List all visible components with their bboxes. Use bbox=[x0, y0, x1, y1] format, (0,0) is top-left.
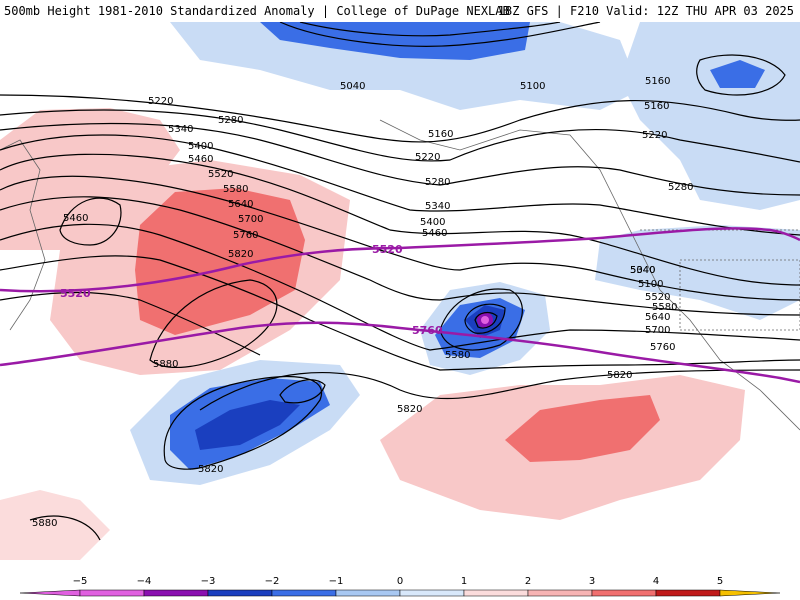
contour-label: 5880 bbox=[32, 518, 57, 529]
contour-label: 5100 bbox=[520, 81, 545, 92]
colorbar-swatch bbox=[655, 589, 721, 597]
colorbar-tick-label: 5 bbox=[717, 576, 723, 587]
contour-label: 5280 bbox=[425, 177, 450, 188]
contour-labels: 5220 5280 5340 5400 5460 5520 5580 5640 … bbox=[32, 76, 693, 529]
colorbar-tick-label: −5 bbox=[73, 576, 88, 587]
contour-label: 5820 bbox=[397, 404, 422, 415]
map-canvas: 5220 5280 5340 5400 5460 5520 5580 5640 … bbox=[0, 22, 800, 570]
colorbar-ticks: −5 −4 −3 −2 −1 0 1 2 3 4 5 bbox=[73, 576, 724, 587]
height-contours bbox=[0, 22, 800, 541]
contour-label: 5580 bbox=[652, 302, 677, 313]
colorbar-tick-label: 3 bbox=[589, 576, 595, 587]
colorbar-swatch bbox=[335, 589, 401, 597]
contour-label: 5400 bbox=[188, 141, 213, 152]
header-bar: 500mb Height 1981-2010 Standardized Anom… bbox=[0, 0, 800, 23]
contour-label: 5640 bbox=[228, 199, 253, 210]
neg-anomaly-northeast bbox=[620, 22, 800, 210]
contour-label: 5820 bbox=[228, 249, 253, 260]
colorbar-swatches bbox=[19, 589, 781, 597]
colorbar-tick-label: 1 bbox=[461, 576, 467, 587]
contour-label: 5580 bbox=[223, 184, 248, 195]
colorbar-tick-label: 4 bbox=[653, 576, 659, 587]
model-valid-time: 18Z GFS | F210 Valid: 12Z THU APR 03 202… bbox=[497, 4, 794, 18]
contour-label: 5340 bbox=[630, 265, 655, 276]
contour-label: 5340 bbox=[168, 124, 193, 135]
contour-label: 5520 bbox=[645, 292, 670, 303]
contour-label: 5760 bbox=[233, 230, 258, 241]
contour-label: 5220 bbox=[148, 96, 173, 107]
contour-label: 5160 bbox=[644, 101, 669, 112]
contour-label: 5160 bbox=[645, 76, 670, 87]
contour-label: 5220 bbox=[642, 130, 667, 141]
climatology-labels: 5520 5520 5760 bbox=[60, 243, 443, 337]
contour-label: 5460 bbox=[188, 154, 213, 165]
neg-anomaly-north-core bbox=[260, 22, 530, 60]
contour-label: 5100 bbox=[638, 279, 663, 290]
anomaly-shading bbox=[0, 22, 800, 560]
contour-label: 5400 bbox=[420, 217, 445, 228]
pos-anomaly-southeast-core bbox=[505, 395, 660, 462]
contour-label: 5340 bbox=[425, 201, 450, 212]
contour-label: 5760 bbox=[650, 342, 675, 353]
colorbar-tick-label: −3 bbox=[201, 576, 216, 587]
colorbar-tick-label: 0 bbox=[397, 576, 403, 587]
contour-label: 5460 bbox=[63, 213, 88, 224]
pos-anomaly-northwest bbox=[0, 108, 180, 250]
colorbar-swatch bbox=[271, 589, 337, 597]
colorbar-swatch bbox=[143, 589, 209, 597]
climatology-label: 5520 bbox=[372, 243, 403, 256]
colorbar: −5 −4 −3 −2 −1 0 1 2 3 4 5 bbox=[19, 576, 781, 597]
contour-label: 5820 bbox=[198, 464, 223, 475]
colorbar-swatch bbox=[207, 589, 273, 597]
colorbar-swatch bbox=[463, 589, 529, 597]
colorbar-swatch bbox=[591, 589, 657, 597]
colorbar-tick-label: 2 bbox=[525, 576, 531, 587]
colorbar-swatch bbox=[399, 589, 465, 597]
contour-label: 5220 bbox=[415, 152, 440, 163]
contour-label: 5880 bbox=[153, 359, 178, 370]
neg-anomaly-northeast-core bbox=[710, 60, 765, 88]
contour-label: 5040 bbox=[630, 265, 655, 276]
climatology-label: 5760 bbox=[412, 324, 443, 337]
neg-anomaly-southwest-core bbox=[195, 400, 300, 450]
contour-label: 5640 bbox=[645, 312, 670, 323]
contour-label: 5460 bbox=[422, 228, 447, 239]
contour-label: 5160 bbox=[428, 129, 453, 140]
contour-label: 5820 bbox=[607, 370, 632, 381]
contour-label: 5580 bbox=[445, 350, 470, 361]
colorbar-tick-label: −2 bbox=[265, 576, 280, 587]
colorbar-max-arrow bbox=[719, 589, 781, 597]
contour-label: 5520 bbox=[208, 169, 233, 180]
contour-label: 5700 bbox=[645, 325, 670, 336]
climatology-label: 5520 bbox=[60, 287, 91, 300]
contour-label: 5700 bbox=[238, 214, 263, 225]
colorbar-tick-label: −1 bbox=[329, 576, 344, 587]
neg-anomaly-east bbox=[595, 225, 800, 320]
colorbar-min-arrow bbox=[19, 589, 81, 597]
map-title: 500mb Height 1981-2010 Standardized Anom… bbox=[4, 4, 510, 18]
contour-label: 5280 bbox=[218, 115, 243, 126]
climatology-contours bbox=[0, 227, 800, 384]
contour-label: 5040 bbox=[340, 81, 365, 92]
colorbar-swatch bbox=[527, 589, 593, 597]
colorbar-tick-label: −4 bbox=[137, 576, 152, 587]
neg-anomaly-cutoff-peak bbox=[481, 316, 489, 324]
colorbar-swatch bbox=[79, 589, 145, 597]
pos-anomaly-south bbox=[0, 490, 110, 560]
contour-label: 5280 bbox=[668, 182, 693, 193]
